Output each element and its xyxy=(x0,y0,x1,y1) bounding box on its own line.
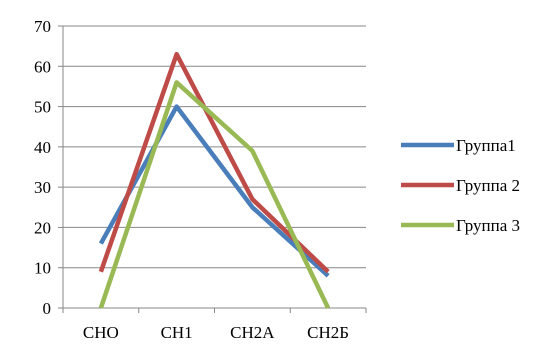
axes xyxy=(58,25,367,313)
x-tick-label: СН2А xyxy=(230,323,275,342)
y-tick-label: 60 xyxy=(34,57,51,76)
y-tick-label: 50 xyxy=(34,98,51,117)
x-tick-label: СН1 xyxy=(161,323,193,342)
y-tick-label: 10 xyxy=(34,259,51,278)
grid-lines xyxy=(63,25,366,269)
y-tick-label: 30 xyxy=(34,178,51,197)
x-tick-label: СНО xyxy=(83,323,119,342)
y-tick-label: 20 xyxy=(34,218,51,237)
x-tick-labels: СНО СН1 СН2А СН2Б xyxy=(83,323,349,342)
y-tick-label: 0 xyxy=(43,299,52,318)
y-tick-labels: 0 10 20 30 40 50 60 70 xyxy=(34,17,51,318)
y-tick-label: 40 xyxy=(34,138,51,157)
series-line-1 xyxy=(98,104,330,278)
legend-label-3: Группа 3 xyxy=(456,216,520,235)
series-line-3 xyxy=(98,80,331,309)
legend: Группа1 Группа 2 Группа 3 xyxy=(401,136,520,235)
legend-label-2: Группа 2 xyxy=(456,176,520,195)
legend-label-1: Группа1 xyxy=(456,136,516,155)
x-tick-label: СН2Б xyxy=(307,323,349,342)
series-lines xyxy=(98,51,331,309)
y-tick-label: 70 xyxy=(34,17,51,36)
series-line-2 xyxy=(98,51,330,274)
